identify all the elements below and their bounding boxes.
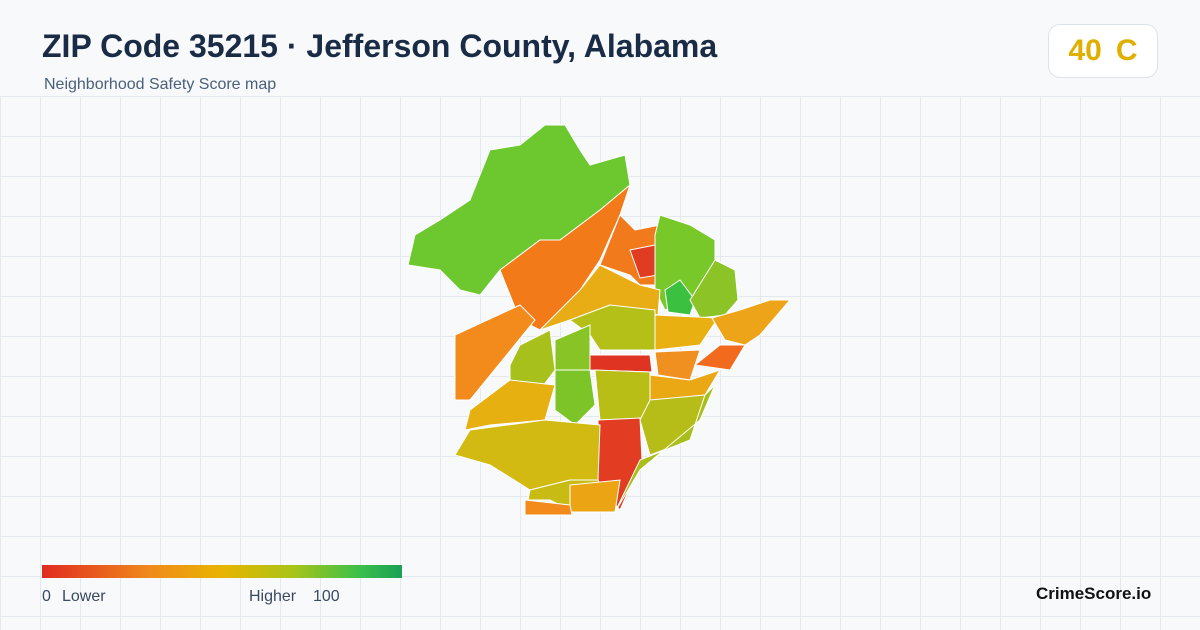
header-band <box>0 0 1200 96</box>
score-value: 40 <box>1068 34 1102 67</box>
legend-gradient <box>42 565 402 578</box>
region <box>454 304 536 401</box>
region <box>594 369 651 421</box>
region <box>407 124 631 296</box>
region <box>614 384 716 513</box>
region <box>664 279 696 316</box>
region <box>711 299 792 346</box>
region <box>693 344 746 371</box>
legend-max-label: Higher <box>249 588 297 605</box>
region <box>654 314 719 351</box>
region <box>654 349 701 381</box>
region <box>524 499 573 516</box>
region <box>554 369 596 426</box>
score-badge: 40 C <box>1048 24 1158 78</box>
subtitle: Neighborhood Safety Score map <box>44 76 277 93</box>
legend-min: 0 <box>42 588 51 605</box>
title: ZIP Code 35215 · Jefferson County, Alaba… <box>42 28 718 64</box>
score-grade: C <box>1115 34 1138 67</box>
region <box>569 479 621 513</box>
legend-max: 100 <box>313 588 340 605</box>
region <box>589 354 653 373</box>
legend-min-label: Lower <box>62 588 106 605</box>
brand: CrimeScore.io <box>1036 584 1152 603</box>
